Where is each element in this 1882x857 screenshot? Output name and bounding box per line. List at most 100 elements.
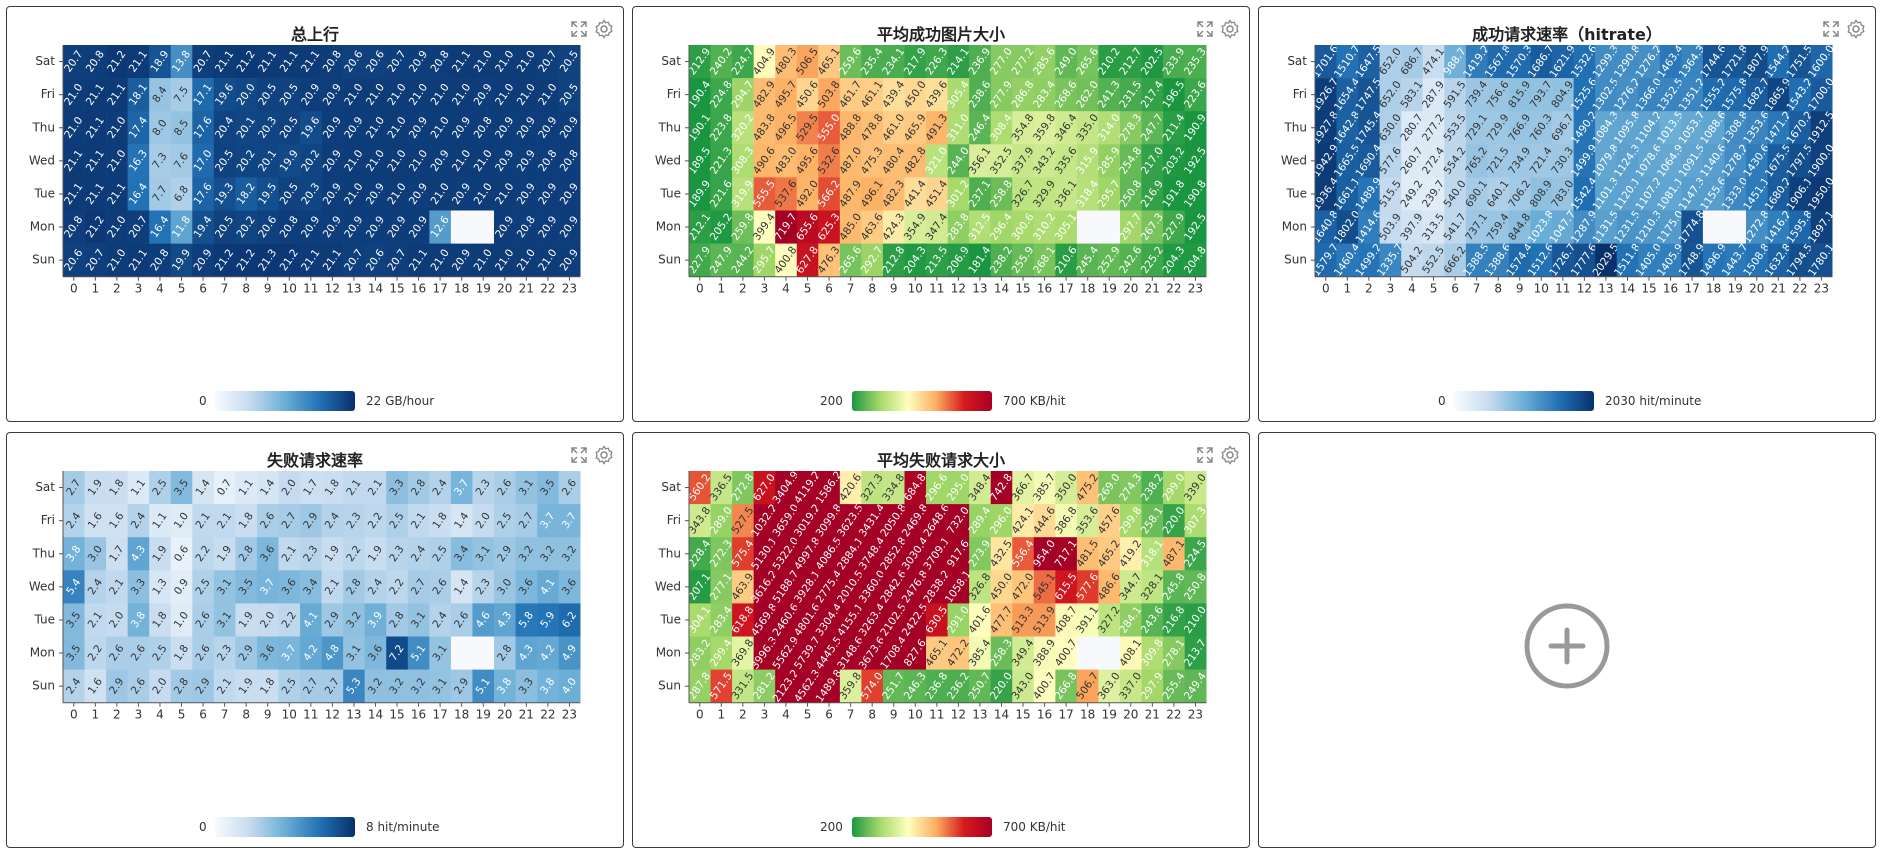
heatmap-cell[interactable] — [1055, 504, 1078, 538]
heatmap-cell[interactable] — [472, 636, 495, 670]
heatmap-cell[interactable] — [1012, 570, 1035, 604]
heatmap-cell[interactable] — [1616, 177, 1639, 211]
heatmap-cell[interactable] — [386, 537, 409, 571]
heatmap-cell[interactable] — [321, 144, 344, 178]
heatmap-cell[interactable] — [407, 177, 430, 211]
heatmap-cell[interactable] — [1055, 144, 1078, 178]
heatmap-cell[interactable] — [1033, 210, 1056, 244]
heatmap-cell[interactable] — [235, 471, 258, 505]
heatmap-cell[interactable] — [407, 669, 430, 703]
heatmap-cell[interactable] — [1163, 45, 1185, 79]
heatmap-cell[interactable] — [947, 570, 970, 604]
heatmap-cell[interactable] — [882, 471, 905, 505]
heatmap-cell[interactable] — [106, 471, 128, 505]
heatmap-cell[interactable] — [450, 537, 473, 571]
heatmap-cell[interactable] — [84, 210, 107, 244]
heatmap-cell[interactable] — [386, 177, 409, 211]
heatmap-cell[interactable] — [127, 504, 150, 538]
heatmap-cell[interactable] — [1724, 144, 1747, 178]
heatmap-cell[interactable] — [170, 243, 193, 277]
heatmap-cell[interactable] — [63, 45, 85, 79]
heatmap-cell[interactable] — [149, 78, 172, 112]
heatmap-cell[interactable] — [1141, 570, 1164, 604]
heatmap-cell[interactable] — [537, 210, 559, 244]
heatmap-cell[interactable] — [1444, 111, 1467, 145]
heatmap-cell[interactable] — [343, 210, 365, 244]
heatmap-cell[interactable] — [192, 177, 215, 211]
heatmap-cell[interactable] — [407, 603, 430, 637]
heatmap-cell[interactable] — [1681, 45, 1704, 79]
heatmap-cell[interactable] — [1055, 570, 1078, 604]
heatmap-cell[interactable] — [429, 636, 452, 670]
heatmap-cell[interactable] — [904, 210, 927, 244]
legend-gradient-bar[interactable] — [215, 817, 355, 837]
heatmap-cell[interactable] — [256, 78, 279, 112]
heatmap-cell[interactable] — [947, 78, 970, 112]
heatmap-cell[interactable] — [732, 243, 754, 277]
heatmap-cell[interactable] — [796, 570, 819, 604]
heatmap-cell[interactable] — [990, 471, 1013, 505]
heatmap-cell[interactable] — [1465, 177, 1488, 211]
heatmap-cell[interactable] — [1184, 537, 1207, 571]
heatmap-cell[interactable] — [364, 111, 387, 145]
heatmap-cell[interactable] — [494, 243, 516, 277]
heatmap-cell[interactable] — [990, 45, 1013, 79]
heatmap-cell[interactable] — [213, 78, 236, 112]
heatmap-cell[interactable] — [429, 45, 452, 79]
heatmap-cell[interactable] — [1076, 570, 1099, 604]
heatmap-cell[interactable] — [213, 144, 236, 178]
heatmap-cell[interactable] — [1098, 669, 1121, 703]
heatmap-cell[interactable] — [558, 210, 581, 244]
heatmap-cell[interactable] — [710, 636, 733, 670]
heatmap-cell[interactable] — [861, 471, 884, 505]
heatmap-cell[interactable] — [213, 111, 236, 145]
heatmap-cell[interactable] — [192, 504, 215, 538]
heatmap-cell[interactable] — [537, 669, 559, 703]
heatmap-cell[interactable] — [775, 636, 798, 670]
heatmap-cell[interactable] — [1810, 144, 1833, 178]
heatmap-cell[interactable] — [1422, 78, 1445, 112]
heatmap-cell[interactable] — [839, 471, 862, 505]
heatmap-cell[interactable] — [364, 570, 387, 604]
heatmap-cell[interactable] — [127, 210, 150, 244]
heatmap-cell[interactable] — [1120, 603, 1142, 637]
heatmap-cell[interactable] — [149, 243, 172, 277]
heatmap-cell[interactable] — [1530, 78, 1553, 112]
heatmap-cell[interactable] — [429, 570, 452, 604]
heatmap-cell[interactable] — [882, 636, 905, 670]
heatmap-cell[interactable] — [343, 669, 365, 703]
heatmap-cell[interactable] — [63, 636, 85, 670]
heatmap-cell[interactable] — [472, 570, 495, 604]
heatmap-cell[interactable] — [1444, 144, 1467, 178]
expand-icon[interactable] — [1195, 19, 1215, 39]
heatmap-cell[interactable] — [1120, 144, 1142, 178]
heatmap-cell[interactable] — [494, 45, 516, 79]
heatmap-cell[interactable] — [1702, 177, 1725, 211]
heatmap-cell[interactable] — [127, 636, 150, 670]
heatmap-cell[interactable] — [818, 669, 841, 703]
heatmap-cell[interactable] — [689, 210, 711, 244]
heatmap-cell[interactable] — [1681, 111, 1704, 145]
heatmap-cell[interactable] — [472, 504, 495, 538]
heatmap-cell[interactable] — [364, 636, 387, 670]
heatmap-cell[interactable] — [904, 78, 927, 112]
heatmap-cell[interactable] — [1379, 144, 1402, 178]
heatmap-cell[interactable] — [213, 177, 236, 211]
heatmap-cell[interactable] — [1702, 45, 1725, 79]
heatmap-cell[interactable] — [818, 243, 841, 277]
heatmap-cell[interactable] — [1076, 669, 1099, 703]
heatmap-cell[interactable] — [1444, 78, 1467, 112]
heatmap-cell[interactable] — [796, 669, 819, 703]
heatmap-cell[interactable] — [1141, 144, 1164, 178]
heatmap-cell[interactable] — [904, 144, 927, 178]
heatmap-cell[interactable] — [278, 603, 301, 637]
heatmap-cell[interactable] — [429, 243, 452, 277]
heatmap-cell[interactable] — [300, 177, 322, 211]
heatmap-cell[interactable] — [882, 243, 905, 277]
heatmap-cell[interactable] — [1012, 144, 1035, 178]
heatmap-cell[interactable] — [192, 111, 215, 145]
heatmap-cell[interactable] — [732, 603, 754, 637]
heatmap-cell[interactable] — [904, 570, 927, 604]
heatmap-cell[interactable] — [753, 537, 776, 571]
heatmap-cell[interactable] — [1098, 111, 1121, 145]
